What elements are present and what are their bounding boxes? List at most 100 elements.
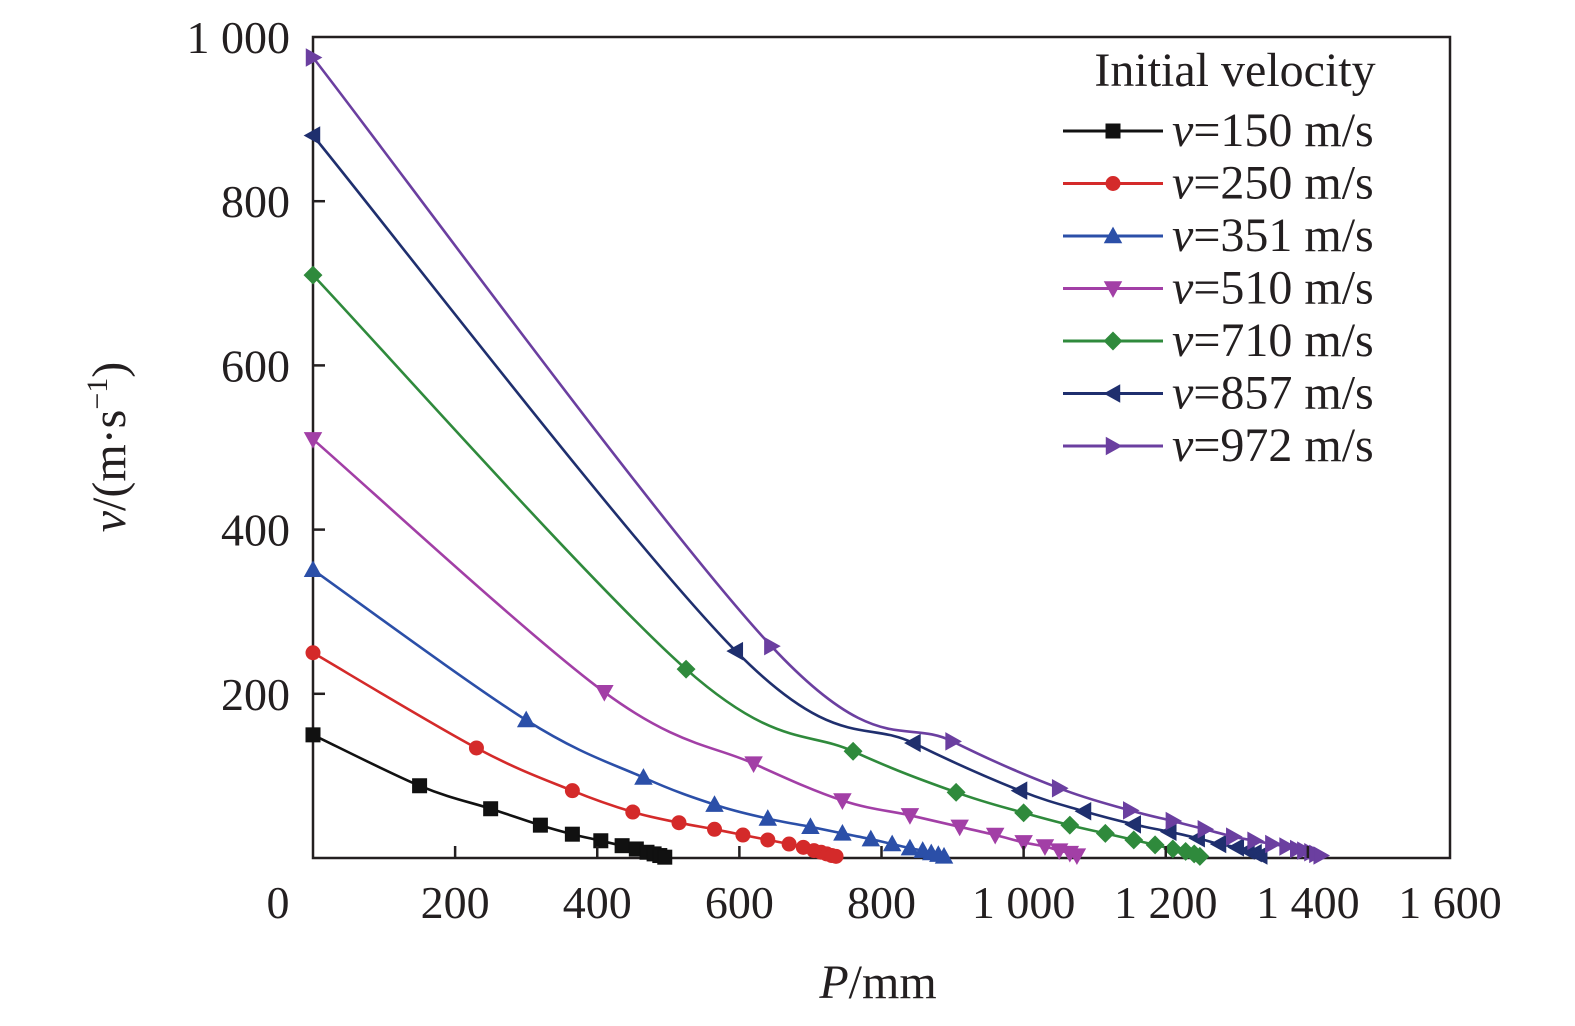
legend-label-value: =710 m/s [1193,314,1373,367]
axes-layer: 0 200 400 600 800 1 000 1 200 1 400 1 600 200 400 6… [187,12,1502,928]
series-layer [303,48,1331,866]
data-point [1165,811,1183,831]
data-point [1209,834,1227,854]
data-point [593,833,609,849]
data-point [634,768,653,785]
y-axis-title-unit: /(m·s [83,410,136,511]
data-point [1313,846,1331,865]
x-tick-label: 0 [267,877,290,928]
legend-items: v=150 m/sv=250 m/sv=351 m/sv=510 m/sv=71… [1063,104,1374,472]
x-tick-label: 1 000 [972,877,1076,928]
x-tick-label: 600 [705,877,774,928]
data-point [735,827,751,843]
legend-label-value: =150 m/s [1193,104,1373,157]
data-point [1060,815,1080,835]
data-point [726,641,744,661]
legend-label-variable: v [1172,157,1194,210]
series-line [312,651,837,858]
data-point [801,817,820,835]
data-point [483,801,499,817]
legend-marker [1105,436,1123,456]
data-point [1122,801,1140,820]
y-tick-label: 600 [221,340,290,391]
legend-item: v=710 m/s [1063,314,1374,367]
y-tick-label: 200 [221,669,290,720]
data-point [303,265,323,285]
data-point [1014,803,1034,823]
legend-label: v=510 m/s [1172,262,1374,315]
legend-label-variable: v [1172,367,1194,420]
y-tick-label: 1 000 [187,12,291,63]
series-5 [303,126,1268,865]
data-point [705,795,724,812]
data-point [1067,848,1087,865]
data-point [1197,820,1215,839]
data-point [303,560,323,578]
data-point [781,836,797,852]
legend-item: v=351 m/s [1063,209,1374,262]
legend-label-value: =972 m/s [1193,419,1373,472]
data-point [1163,839,1183,859]
data-point [303,126,321,145]
legend-label-variable: v [1172,262,1194,315]
data-point [744,756,763,774]
legend-label: v=857 m/s [1172,367,1374,420]
data-point [1124,830,1144,850]
series-line [311,56,1322,857]
legend-label-variable: v [1172,209,1194,262]
data-point [468,740,484,756]
data-point [1014,835,1033,852]
svg-text:P/mm: P/mm [818,956,936,1009]
legend-label-value: =250 m/s [1193,157,1373,210]
data-point [950,819,969,837]
data-point [671,815,687,831]
data-point [532,817,548,833]
y-axis-title: v/(m·s−1) [81,362,136,533]
x-tick-label: 1 400 [1256,877,1360,928]
data-point [828,848,844,864]
x-tick-label: 800 [847,877,916,928]
legend-marker [1103,281,1123,298]
data-point [882,834,902,852]
legend-item: v=250 m/s [1063,157,1374,210]
legend-item: v=510 m/s [1063,262,1374,315]
data-point [305,645,321,661]
series-0 [305,727,673,865]
legend-item: v=857 m/s [1063,367,1374,420]
legend-item: v=972 m/s [1063,419,1374,472]
x-tick-label: 1 600 [1398,877,1502,928]
legend-label-variable: v [1172,314,1194,367]
x-axis-title: P/mm [818,956,936,1009]
data-point [945,732,962,751]
data-point [904,733,921,753]
legend-label-variable: v [1172,419,1194,472]
data-point [1095,823,1115,843]
legend-marker [1103,331,1123,351]
series-2 [303,560,954,864]
data-point [843,741,863,761]
legend-marker [1103,384,1121,403]
x-axis-title-variable: P [818,956,848,1009]
data-point [833,823,852,841]
data-point [412,778,428,794]
series-3 [303,432,1087,865]
legend-label: v=250 m/s [1172,157,1374,210]
data-point [564,783,580,799]
data-point [614,838,630,854]
data-point [1190,846,1210,866]
data-point [516,710,536,728]
legend-label: v=972 m/s [1172,419,1374,472]
data-point [946,782,966,802]
data-point [595,684,614,702]
series-line [312,274,1201,858]
data-point [1010,781,1028,800]
data-point [861,829,881,847]
series-6 [305,48,1331,865]
data-point [1145,835,1165,855]
data-point [676,659,696,679]
legend-label-value: =351 m/s [1193,209,1373,262]
x-tick-label: 200 [421,877,490,928]
legend-marker [1103,226,1123,244]
data-point [1247,831,1265,851]
